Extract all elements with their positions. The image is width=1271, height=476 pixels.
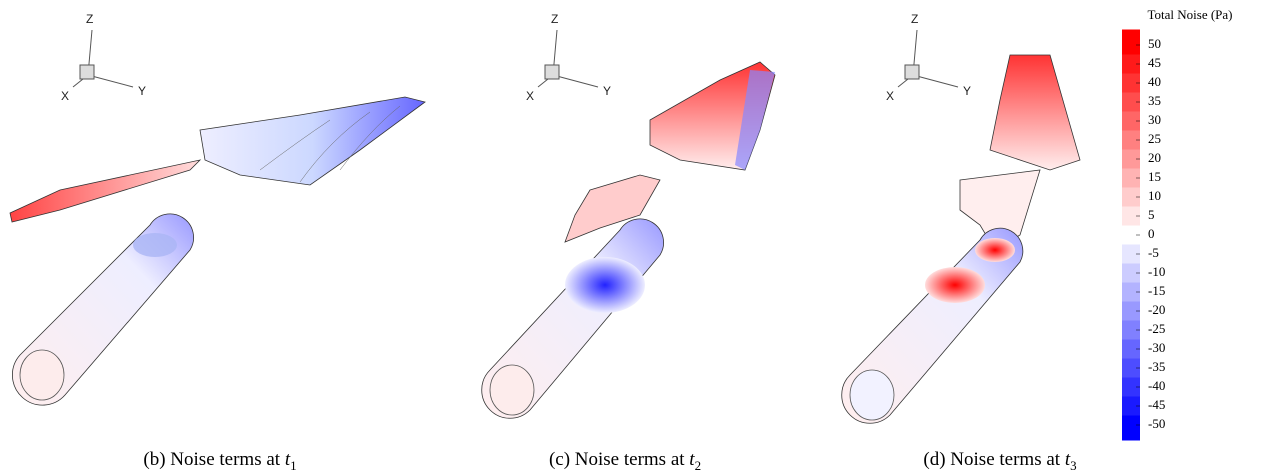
colorbar-label: 5 bbox=[1148, 207, 1155, 222]
colorbar-band bbox=[1122, 92, 1140, 112]
axis-label: Z bbox=[86, 12, 93, 26]
wing bbox=[9, 159, 202, 223]
colorbar-band bbox=[1122, 206, 1140, 226]
axis-label: Y bbox=[963, 84, 971, 98]
colorbar-band bbox=[1122, 282, 1140, 302]
contour-blob bbox=[975, 238, 1015, 262]
caption-var: t bbox=[1065, 449, 1071, 470]
axis-line bbox=[912, 74, 959, 88]
caption: (b) Noise terms at t1 bbox=[143, 449, 296, 473]
colorbar-band bbox=[1122, 377, 1140, 397]
colorbar-band bbox=[1122, 73, 1140, 93]
cylinder-end bbox=[849, 369, 895, 421]
colorbar-label: 50 bbox=[1148, 36, 1161, 51]
caption-var: t bbox=[285, 449, 291, 470]
caption-label: (c) Noise terms at bbox=[549, 449, 689, 470]
colorbar-band bbox=[1122, 149, 1140, 169]
colorbar: Total Noise (Pa) 50454035302520151050-5-… bbox=[1122, 7, 1233, 441]
colorbar-title: Total Noise (Pa) bbox=[1147, 7, 1232, 22]
axis-cube bbox=[79, 64, 95, 80]
axis-label: X bbox=[61, 89, 69, 103]
axis-cube bbox=[904, 64, 920, 80]
wing-root bbox=[564, 174, 661, 243]
cylinder-end bbox=[489, 364, 535, 416]
colorbar-band bbox=[1122, 396, 1140, 416]
colorbar-label: -5 bbox=[1148, 245, 1159, 260]
colorbar-label: -10 bbox=[1148, 264, 1165, 279]
caption-label: (d) Noise terms at bbox=[923, 449, 1064, 470]
colorbar-label: 20 bbox=[1148, 150, 1161, 165]
axis-label: Y bbox=[138, 84, 146, 98]
colorbar-label: 45 bbox=[1148, 55, 1161, 70]
colorbar-band bbox=[1122, 339, 1140, 359]
caption-sub: 1 bbox=[290, 458, 297, 473]
caption: (c) Noise terms at t2 bbox=[549, 449, 701, 473]
caption-sub: 2 bbox=[695, 458, 702, 473]
colorbar-band bbox=[1122, 168, 1140, 188]
colorbar-band bbox=[1122, 29, 1140, 55]
colorbar-band bbox=[1122, 111, 1140, 131]
caption-label: (b) Noise terms at bbox=[143, 449, 284, 470]
axis-label: Y bbox=[603, 84, 611, 98]
cylinder-end bbox=[19, 349, 65, 401]
contour-blue bbox=[735, 70, 775, 170]
colorbar-band bbox=[1122, 130, 1140, 150]
caption-var: t bbox=[689, 449, 695, 470]
colorbar-band bbox=[1122, 244, 1140, 264]
colorbar-band bbox=[1122, 415, 1140, 441]
colorbar-label: 10 bbox=[1148, 188, 1161, 203]
colorbar-label: -20 bbox=[1148, 302, 1165, 317]
colorbar-label: 30 bbox=[1148, 112, 1161, 127]
colorbar-band bbox=[1122, 54, 1140, 74]
wing-tip bbox=[989, 54, 1081, 171]
caption-sub: 3 bbox=[1070, 458, 1077, 473]
colorbar-band bbox=[1122, 225, 1140, 245]
captions: (b) Noise terms at t1 (c) Noise terms at … bbox=[143, 449, 1076, 473]
render-c bbox=[481, 61, 776, 419]
colorbar-label: -15 bbox=[1148, 283, 1165, 298]
colorbar-band bbox=[1122, 263, 1140, 283]
axis-label: X bbox=[886, 89, 894, 103]
axis-label: Z bbox=[911, 12, 918, 26]
render-b bbox=[9, 96, 426, 406]
axis-line bbox=[87, 74, 134, 88]
colorbar-label: 0 bbox=[1148, 226, 1155, 241]
axis-triads: Z Y X Z Y X Z Y X bbox=[61, 12, 971, 103]
render-d bbox=[841, 54, 1081, 424]
caption: (d) Noise terms at t3 bbox=[923, 449, 1076, 473]
colorbar-label: 40 bbox=[1148, 74, 1161, 89]
colorbar-label: 25 bbox=[1148, 131, 1161, 146]
colorbar-label: -25 bbox=[1148, 321, 1165, 336]
colorbar-label: -45 bbox=[1148, 397, 1165, 412]
contour-blob bbox=[133, 233, 177, 257]
axis-label: Z bbox=[551, 12, 558, 26]
contour-blob bbox=[925, 267, 985, 303]
axis-cube bbox=[544, 64, 560, 80]
colorbar-label: 15 bbox=[1148, 169, 1161, 184]
colorbar-label: 35 bbox=[1148, 93, 1161, 108]
colorbar-label: -50 bbox=[1148, 416, 1165, 431]
colorbar-label: -30 bbox=[1148, 340, 1165, 355]
colorbar-band bbox=[1122, 358, 1140, 378]
colorbar-band bbox=[1122, 301, 1140, 321]
colorbar-label: -35 bbox=[1148, 359, 1165, 374]
axis-line bbox=[552, 74, 599, 88]
contour bbox=[259, 105, 401, 183]
colorbar-band bbox=[1122, 320, 1140, 340]
colorbar-label: -40 bbox=[1148, 378, 1165, 393]
colorbar-band bbox=[1122, 187, 1140, 207]
body bbox=[199, 96, 426, 186]
axis-label: X bbox=[526, 89, 534, 103]
contour-blob bbox=[565, 257, 645, 313]
